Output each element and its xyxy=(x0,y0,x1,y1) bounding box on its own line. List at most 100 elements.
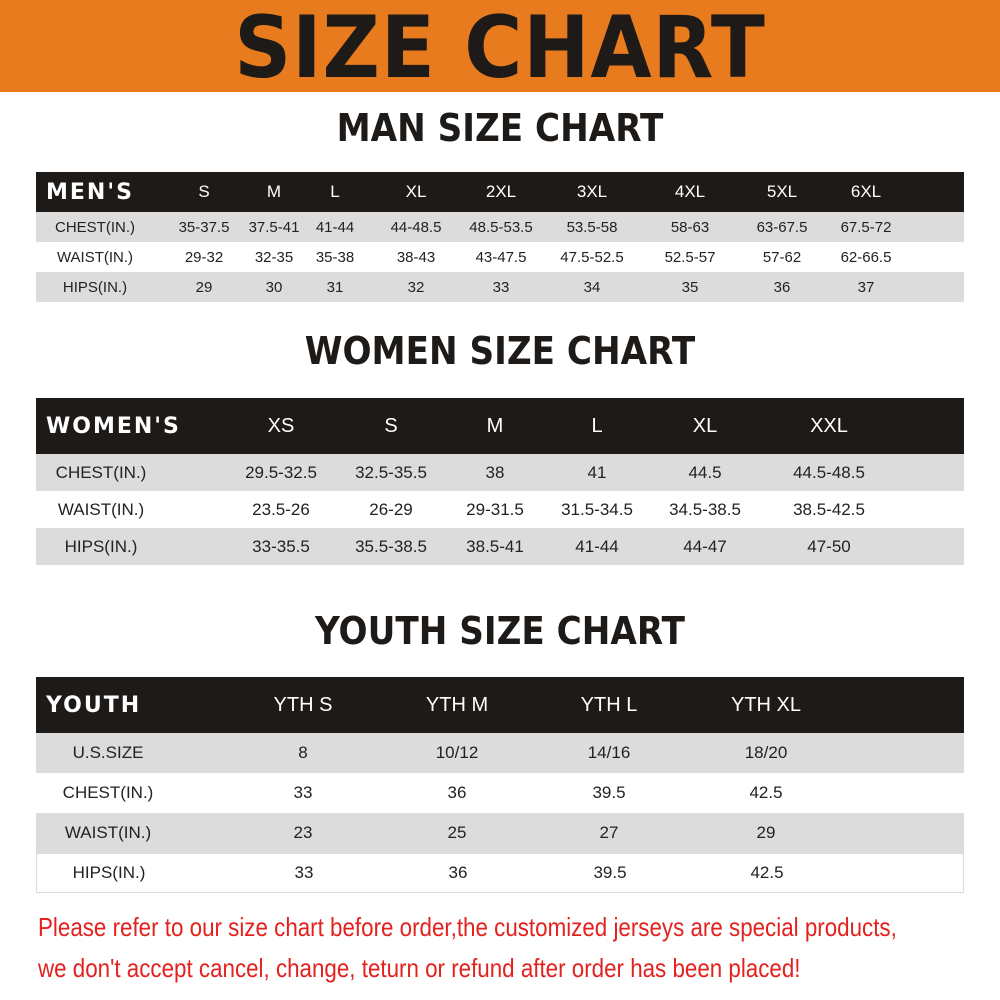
men-corner-label: MEN'S xyxy=(46,179,134,205)
table-cell: 34 xyxy=(583,278,601,296)
table-cell: 36 xyxy=(447,783,467,802)
banner: SIZE CHART xyxy=(0,0,1000,98)
size-header: YTH L xyxy=(580,693,638,716)
table-cell: 38-43 xyxy=(396,248,436,266)
row-label: WAIST(IN.) xyxy=(57,499,145,519)
table-cell: 42.5 xyxy=(749,783,783,802)
row-label: U.S.SIZE xyxy=(72,743,144,762)
table-cell: 37.5-41 xyxy=(248,218,300,236)
table-cell: 44.5 xyxy=(688,462,722,482)
table-cell: 53.5-58 xyxy=(566,218,618,236)
size-header: M xyxy=(266,182,282,201)
table-cell: 37 xyxy=(857,278,875,296)
table-cell: 26-29 xyxy=(369,499,413,519)
table-cell: 23.5-26 xyxy=(252,499,310,519)
table-cell: 38.5-42.5 xyxy=(793,499,865,519)
size-header: YTH XL xyxy=(730,693,802,716)
table-cell: 35-38 xyxy=(315,248,355,266)
row-label: WAIST(IN.) xyxy=(56,248,134,266)
table-cell: 62-66.5 xyxy=(840,248,892,266)
size-header: 3XL xyxy=(576,182,608,201)
women-header-row: WOMEN'S XS S M L XL XXL xyxy=(36,398,964,454)
row-label: WAIST(IN.) xyxy=(64,823,152,842)
table-cell: 58-63 xyxy=(670,218,710,236)
table-cell: 36 xyxy=(773,278,791,296)
size-header: 6XL xyxy=(850,182,882,201)
table-cell: 29 xyxy=(756,823,776,842)
size-header: XXL xyxy=(810,414,848,437)
table-cell: 41 xyxy=(587,462,607,482)
youth-corner-label: YOUTH xyxy=(46,692,142,718)
men-section-title: MAN SIZE CHART xyxy=(336,106,664,150)
size-header: XS xyxy=(267,414,295,437)
women-corner-label: WOMEN'S xyxy=(46,413,181,439)
table-cell: 34.5-38.5 xyxy=(669,499,741,519)
table-cell: 29.5-32.5 xyxy=(245,462,317,482)
table-cell: 30 xyxy=(265,278,283,296)
table-cell: 32 xyxy=(407,278,425,296)
table-cell: 29 xyxy=(195,278,213,296)
table-cell: 35-37.5 xyxy=(178,218,230,236)
size-header: L xyxy=(591,414,603,437)
notice-line-2: we don't accept cancel, change, teturn o… xyxy=(38,953,801,983)
size-header: 5XL xyxy=(766,182,798,201)
size-header: S xyxy=(384,414,398,437)
table-cell: 57-62 xyxy=(762,248,802,266)
size-header: 4XL xyxy=(674,182,706,201)
size-header: M xyxy=(486,414,504,437)
table-cell: 36 xyxy=(448,863,468,882)
table-cell: 39.5 xyxy=(593,863,627,882)
table-cell: 18/20 xyxy=(744,743,788,762)
table-row: CHEST(IN.) 33 36 39.5 42.5 xyxy=(36,773,964,813)
table-row: U.S.SIZE 8 10/12 14/16 18/20 xyxy=(36,733,964,773)
row-label: CHEST(IN.) xyxy=(62,783,154,802)
table-row: CHEST(IN.) 29.5-32.5 32.5-35.5 38 41 44.5 44.5… xyxy=(36,454,964,491)
size-header: YTH M xyxy=(425,693,489,716)
table-cell: 35.5-38.5 xyxy=(355,536,427,556)
table-cell: 31 xyxy=(326,278,344,296)
size-header: YTH S xyxy=(273,693,333,716)
table-cell: 48.5-53.5 xyxy=(469,218,533,236)
table-cell: 63-67.5 xyxy=(756,218,808,236)
table-cell: 10/12 xyxy=(435,743,479,762)
table-cell: 25 xyxy=(447,823,467,842)
table-cell: 33 xyxy=(293,783,313,802)
table-cell: 32-35 xyxy=(254,248,294,266)
size-header: XL xyxy=(405,182,427,201)
table-cell: 33 xyxy=(492,278,510,296)
table-row: HIPS(IN.) 33-35.5 35.5-38.5 38.5-41 41-44 44-… xyxy=(36,528,964,565)
table-cell: 33-35.5 xyxy=(252,536,310,556)
table-cell: 38 xyxy=(485,462,505,482)
row-label: CHEST(IN.) xyxy=(55,462,147,482)
row-label: HIPS(IN.) xyxy=(72,863,146,882)
table-row: WAIST(IN.) 23 25 27 29 xyxy=(36,813,964,853)
table-row: HIPS(IN.) 33 36 39.5 42.5 xyxy=(36,853,964,893)
row-label: CHEST(IN.) xyxy=(55,218,135,236)
banner-title: SIZE CHART xyxy=(234,0,766,98)
table-cell: 41-44 xyxy=(315,218,355,236)
table-cell: 44-48.5 xyxy=(390,218,442,236)
table-row: HIPS(IN.) 29 30 31 32 33 34 35 36 37 xyxy=(36,272,964,302)
men-header-row: MEN'S S M L XL 2XL 3XL 4XL 5XL 6XL xyxy=(36,172,964,212)
row-label: HIPS(IN.) xyxy=(62,278,128,296)
table-cell: 43-47.5 xyxy=(475,248,527,266)
table-cell: 47-50 xyxy=(807,536,851,556)
table-cell: 33 xyxy=(294,863,314,882)
row-label: HIPS(IN.) xyxy=(64,536,138,556)
youth-header-row: YOUTH YTH S YTH M YTH L YTH XL xyxy=(36,677,964,733)
table-cell: 29-32 xyxy=(184,248,224,266)
youth-section-title: YOUTH SIZE CHART xyxy=(314,609,685,653)
size-header: L xyxy=(330,182,340,201)
table-cell: 41-44 xyxy=(575,536,619,556)
table-cell: 39.5 xyxy=(592,783,626,802)
table-cell: 44.5-48.5 xyxy=(793,462,865,482)
table-cell: 38.5-41 xyxy=(466,536,524,556)
size-header: 2XL xyxy=(485,182,517,201)
table-cell: 23 xyxy=(293,823,313,842)
table-cell: 35 xyxy=(681,278,699,296)
table-cell: 67.5-72 xyxy=(840,218,892,236)
table-cell: 42.5 xyxy=(750,863,784,882)
table-cell: 32.5-35.5 xyxy=(355,462,427,482)
table-cell: 47.5-52.5 xyxy=(560,248,624,266)
notice-line-1: Please refer to our size chart before or… xyxy=(38,912,897,942)
